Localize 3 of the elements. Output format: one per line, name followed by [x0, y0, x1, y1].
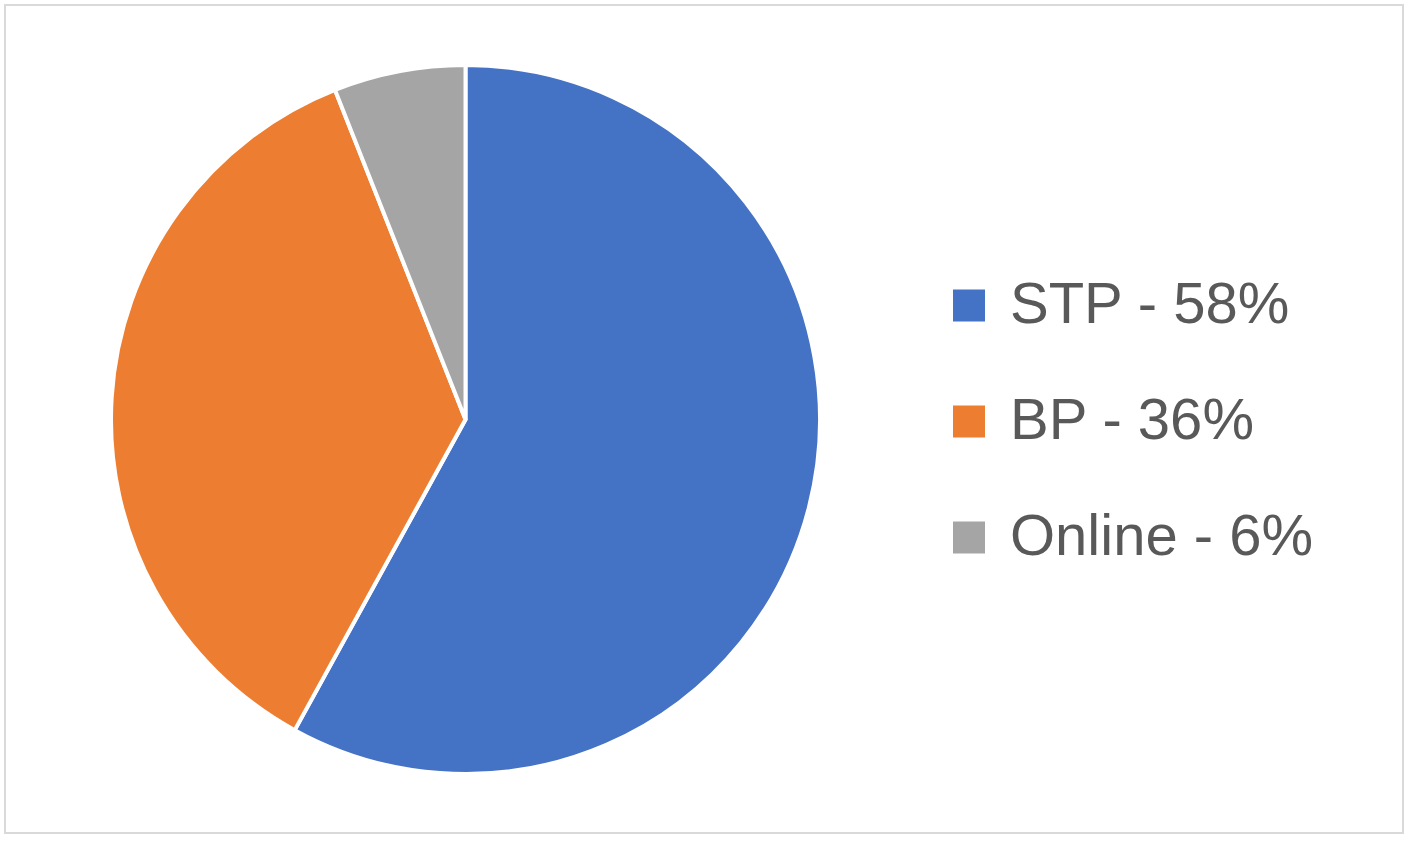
legend-label: BP - 36% [1010, 385, 1254, 451]
legend-label: STP - 58% [1010, 269, 1290, 335]
legend-label: Online - 6% [1010, 501, 1314, 567]
